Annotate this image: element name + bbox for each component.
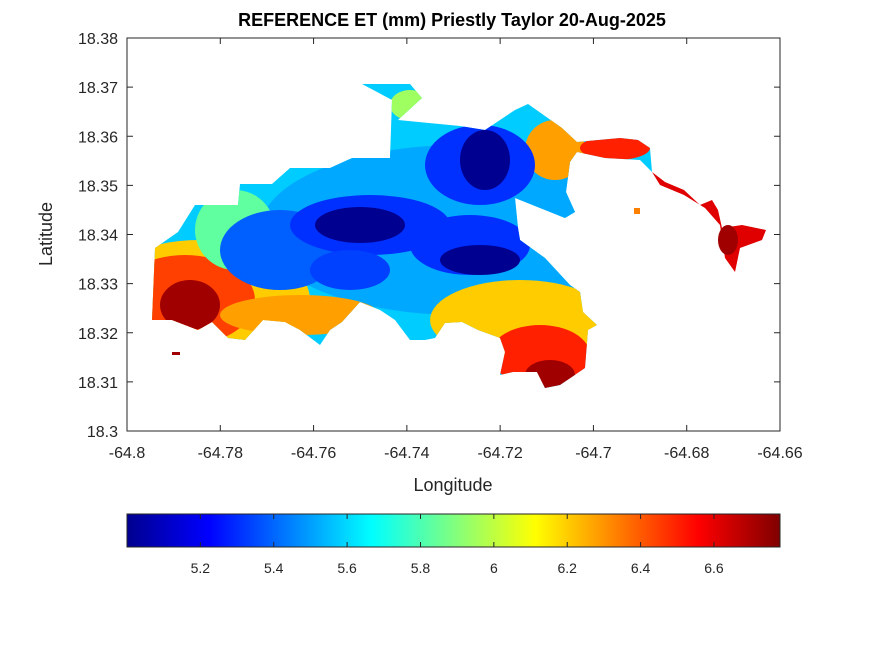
- x-axis: -64.8 -64.78 -64.76 -64.74 -64.72 -64.7 -64.68…: [109, 38, 803, 462]
- y-axis: 18.3 18.31 18.32 18.33 18.34 18.35 18.36 18.37 1…: [78, 31, 780, 441]
- y-tick-label: 18.32: [78, 326, 118, 343]
- colorbar-tick-label: 6.6: [704, 560, 724, 576]
- colorbar-tick-label: 5.8: [411, 560, 431, 576]
- x-tick-label: -64.66: [757, 445, 802, 462]
- y-axis-label: Latitude: [36, 202, 56, 266]
- x-tick-label: -64.68: [664, 445, 709, 462]
- y-tick-label: 18.38: [78, 31, 118, 48]
- x-tick-label: -64.78: [198, 445, 243, 462]
- y-tick-label: 18.35: [78, 178, 118, 195]
- x-tick-label: -64.76: [291, 445, 336, 462]
- colorbar-gradient: [126, 513, 781, 548]
- colorbar-tick-label: 6.2: [557, 560, 577, 576]
- y-tick-label: 18.33: [78, 277, 118, 294]
- x-tick-label: -64.74: [384, 445, 429, 462]
- colorbar-tick-label: 6.4: [631, 560, 651, 576]
- x-tick-label: -64.8: [109, 445, 146, 462]
- y-tick-label: 18.37: [78, 80, 118, 97]
- colorbar-tick-label: 5.2: [191, 560, 211, 576]
- colorbar-tick-label: 5.4: [264, 560, 284, 576]
- x-axis-label: Longitude: [413, 475, 492, 495]
- y-tick-label: 18.36: [78, 129, 118, 146]
- x-tick-label: -64.7: [575, 445, 612, 462]
- chart-title: REFERENCE ET (mm) Priestly Taylor 20-Aug…: [238, 10, 666, 30]
- colorbar-tick-label: 5.6: [337, 560, 357, 576]
- y-tick-label: 18.34: [78, 228, 118, 245]
- y-tick-label: 18.31: [78, 375, 118, 392]
- x-tick-label: -64.72: [477, 445, 522, 462]
- colorbar: 5.2 5.4 5.6 5.8 6 6.2 6.4 6.6: [126, 513, 781, 576]
- y-tick-label: 18.3: [87, 424, 118, 441]
- colorbar-tick-label: 6: [490, 560, 498, 576]
